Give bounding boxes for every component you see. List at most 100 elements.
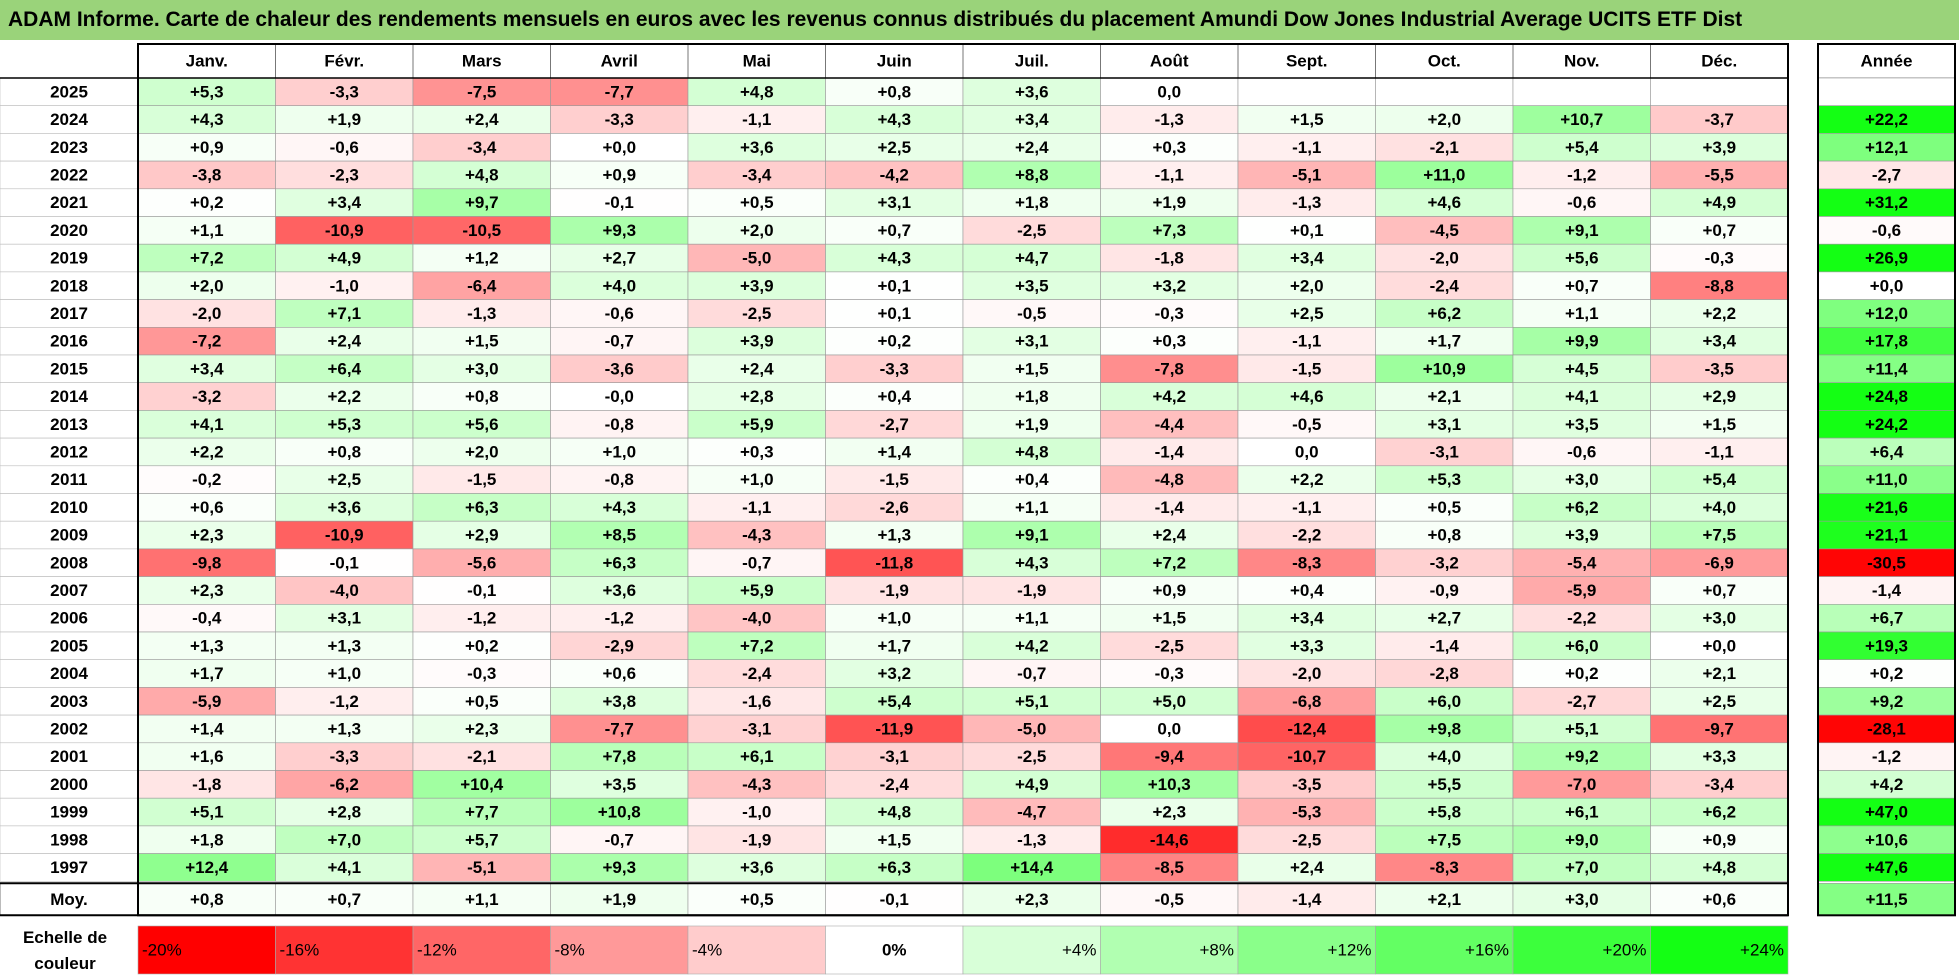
heatmap-cell-label: -6,4 — [467, 276, 497, 295]
heatmap-cell-label: -7,8 — [1155, 359, 1184, 378]
heatmap-cell — [1375, 659, 1514, 688]
scale-swatch-label: -20% — [142, 941, 182, 960]
heatmap-cell — [1100, 326, 1239, 356]
heatmap-cell — [825, 853, 964, 882]
heatmap-cell — [137, 548, 276, 577]
year-label: 1998 — [50, 830, 88, 849]
scale-swatch-label: +4% — [1062, 941, 1097, 960]
year-cell — [0, 548, 139, 577]
heatmap-cell-label: +0,5 — [740, 193, 774, 212]
heatmap-cell — [412, 77, 551, 107]
heatmap-cell — [1100, 105, 1239, 134]
heatmap-cell — [550, 576, 689, 605]
heatmap-cell-label: +9,0 — [1565, 830, 1599, 849]
heatmap-cell-label: +10,3 — [1148, 775, 1191, 794]
heatmap-cell — [1512, 687, 1651, 716]
heatmap-cell-label: +1,0 — [877, 609, 911, 628]
scale-swatch-label: +24% — [1740, 941, 1784, 960]
heatmap-cell-label: -0,5 — [1292, 415, 1321, 434]
annual-cell — [1817, 853, 1956, 882]
heatmap-cell-label: +3,4 — [1702, 332, 1736, 351]
heatmap-cell — [137, 687, 276, 716]
heatmap-cell — [550, 299, 689, 328]
heatmap-cell — [1512, 853, 1651, 882]
heatmap-cell-label: -0,8 — [605, 470, 634, 489]
heatmap-cell-label: -0,3 — [1155, 304, 1184, 323]
heatmap-cell-label: +2,0 — [465, 442, 499, 461]
heatmap-cell — [687, 299, 826, 328]
heatmap-cell — [687, 437, 826, 467]
heatmap-cell-label: +0,2 — [465, 636, 499, 655]
heatmap-cell-label: +1,3 — [877, 526, 911, 545]
heatmap-cell-label: +5,4 — [877, 692, 911, 711]
heatmap-cell — [962, 465, 1101, 494]
heatmap-cell — [550, 714, 689, 744]
heatmap-cell-label: +5,1 — [190, 803, 224, 822]
heatmap-cell-label: +6,3 — [465, 498, 499, 517]
annual-cell-label: +47,6 — [1865, 858, 1908, 877]
heatmap-cell-label: +10,7 — [1560, 110, 1603, 129]
heatmap-cell-label: +8,5 — [602, 526, 636, 545]
year-cell — [0, 271, 139, 300]
heatmap-cell-label: +1,5 — [877, 830, 911, 849]
scale-swatch-label: 0% — [882, 941, 907, 960]
heatmap-cell-label: -12,4 — [1287, 719, 1326, 738]
heatmap-cell-label: -3,3 — [880, 359, 909, 378]
year-label: 2006 — [50, 609, 88, 628]
heatmap-cell-label: +3,0 — [1565, 470, 1599, 489]
year-label: 2023 — [50, 138, 88, 157]
heatmap-cell — [137, 631, 276, 661]
heatmap-cell-label: +3,4 — [327, 193, 361, 212]
heatmap-cell-label: -7,2 — [192, 332, 221, 351]
heatmap-cell-label: +1,9 — [1152, 193, 1186, 212]
scale-swatch — [1650, 925, 1789, 975]
annual-cell — [1817, 382, 1956, 411]
heatmap-cell — [137, 603, 276, 633]
heatmap-cell-label: +6,3 — [877, 858, 911, 877]
heatmap-cell-label: +3,8 — [602, 692, 636, 711]
heatmap-cell — [1512, 437, 1651, 467]
year-label: 2011 — [51, 470, 88, 489]
heatmap-cell-label: +4,1 — [327, 858, 361, 877]
annual-cell — [1817, 659, 1956, 688]
year-label: 1999 — [50, 803, 88, 822]
heatmap-cell-label: -2,6 — [880, 498, 909, 517]
heatmap-cell — [275, 548, 414, 577]
heatmap-cell — [275, 105, 414, 134]
heatmap-cell — [1512, 493, 1651, 522]
heatmap-cell — [275, 659, 414, 688]
heatmap-cell-label: +2,5 — [1290, 304, 1324, 323]
heatmap-cell-label: +2,2 — [327, 387, 361, 406]
year-label: 2012 — [50, 442, 88, 461]
heatmap-cell-label: +3,6 — [602, 581, 636, 600]
heatmap-cell — [962, 299, 1101, 328]
heatmap-cell — [1512, 133, 1651, 162]
annual-cell-label: -30,5 — [1867, 553, 1906, 572]
annual-cell-label: +31,2 — [1865, 193, 1908, 212]
heatmap-cell-label: +2,1 — [1702, 664, 1736, 683]
heatmap-cell — [1375, 631, 1514, 661]
heatmap-cell — [137, 520, 276, 550]
year-label: 2022 — [50, 165, 88, 184]
heatmap-cell — [1650, 742, 1789, 771]
heatmap-cell-label: +10,4 — [460, 775, 504, 794]
heatmap-cell — [1512, 576, 1651, 605]
average-cell-label: -0,1 — [880, 890, 909, 909]
heatmap-cell-label: -1,9 — [1017, 581, 1046, 600]
heatmap-cell-label: +1,0 — [740, 470, 774, 489]
average-cell-label: +0,7 — [327, 890, 361, 909]
heatmap-cell-label: +0,4 — [1290, 581, 1324, 600]
heatmap-cell-label: -1,9 — [880, 581, 909, 600]
heatmap-cell-label: +5,6 — [1565, 249, 1599, 268]
heatmap-cell — [275, 382, 414, 411]
heatmap-cell — [412, 548, 551, 577]
annual-cell — [1817, 548, 1956, 577]
heatmap-cell-label: +6,0 — [1565, 636, 1599, 655]
heatmap-cell — [1237, 160, 1376, 190]
annual-cell-label: +26,9 — [1865, 249, 1908, 268]
heatmap-cell-label: -2,7 — [880, 415, 909, 434]
heatmap-cell-label: -2,4 — [1430, 276, 1460, 295]
heatmap-cell-label: -5,0 — [1017, 719, 1046, 738]
heatmap-cell-label: +1,4 — [190, 719, 224, 738]
heatmap-cell — [1100, 77, 1239, 107]
